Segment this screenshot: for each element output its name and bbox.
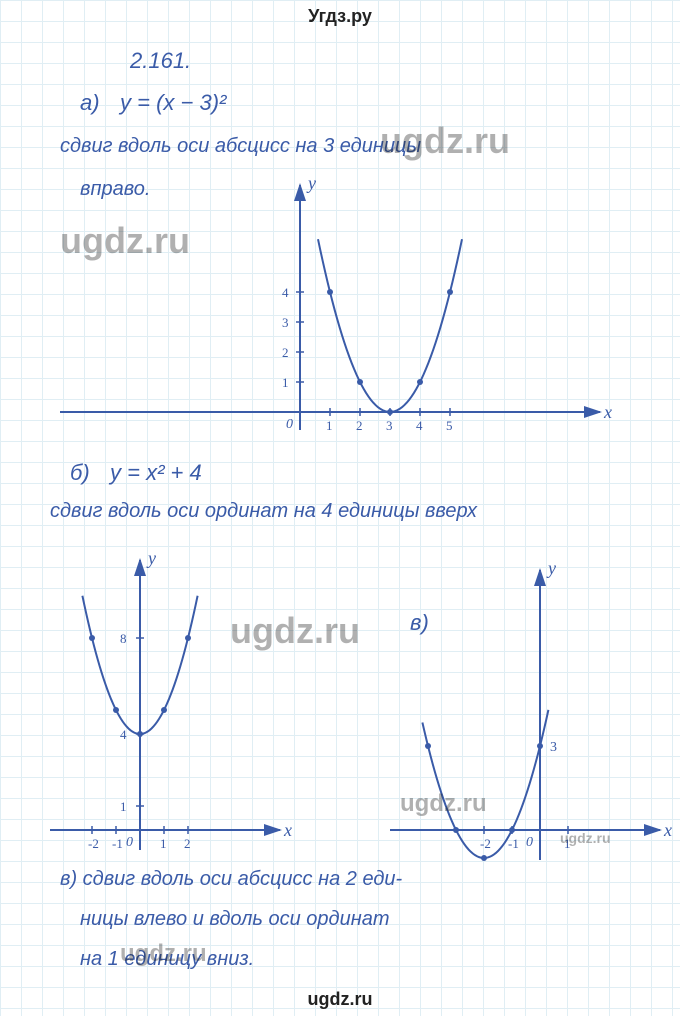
part-a-label: а) <box>80 90 100 116</box>
svg-text:0: 0 <box>526 835 533 850</box>
site-footer: ugdz.ru <box>0 989 680 1010</box>
svg-text:y: y <box>546 558 556 578</box>
part-a-formula: y = (x − 3)² <box>120 90 226 116</box>
part-b-text: сдвиг вдоль оси ординат на 4 единицы вве… <box>50 500 477 523</box>
watermark: ugdz.ru <box>560 830 611 846</box>
svg-text:3: 3 <box>550 740 557 755</box>
part-v-text2: ницы влево и вдоль оси ординат <box>80 908 389 931</box>
part-v-text1: в) сдвиг вдоль оси абсцисс на 2 еди- <box>60 868 402 891</box>
watermark: ugdz.ru <box>60 220 190 262</box>
part-b-formula: y = x² + 4 <box>110 460 202 486</box>
watermark: ugdz.ru <box>380 120 510 162</box>
watermark: ugdz.ru <box>120 940 207 968</box>
part-a-text2: вправо. <box>80 178 150 201</box>
part-v-chart-label: в) <box>410 610 429 636</box>
watermark: ugdz.ru <box>230 610 360 652</box>
svg-text:-1: -1 <box>508 836 519 851</box>
svg-text:x: x <box>663 820 672 840</box>
problem-number: 2.161. <box>130 48 191 74</box>
svg-text:-2: -2 <box>480 836 491 851</box>
site-header: Угдз.ру <box>0 6 680 27</box>
part-a-text1: сдвиг вдоль оси абсцисс на 3 единицы <box>60 135 421 158</box>
watermark: ugdz.ru <box>400 790 487 818</box>
part-b-label: б) <box>70 460 90 486</box>
